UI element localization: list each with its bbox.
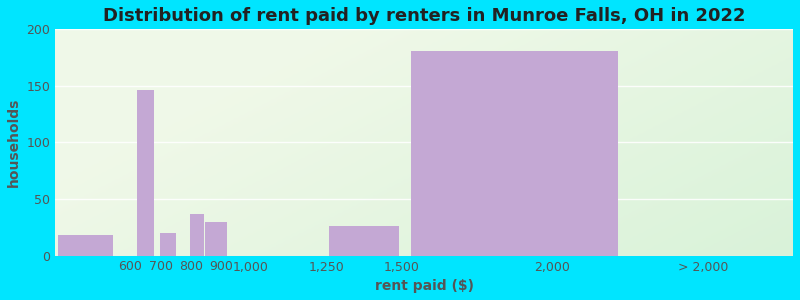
Bar xyxy=(58,235,113,256)
Y-axis label: households: households xyxy=(7,98,21,187)
Bar xyxy=(330,226,398,256)
Bar xyxy=(138,90,154,256)
Bar xyxy=(190,214,204,256)
Bar xyxy=(410,51,618,256)
Title: Distribution of rent paid by renters in Munroe Falls, OH in 2022: Distribution of rent paid by renters in … xyxy=(103,7,746,25)
X-axis label: rent paid ($): rent paid ($) xyxy=(374,279,474,293)
Bar xyxy=(206,222,227,256)
Bar xyxy=(160,233,177,256)
